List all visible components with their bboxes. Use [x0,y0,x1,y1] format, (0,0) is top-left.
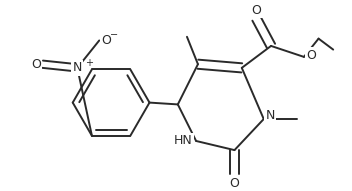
Text: O: O [251,4,261,17]
Text: O: O [230,177,239,190]
Text: O: O [101,34,111,47]
Text: N: N [265,109,275,122]
Text: +: + [84,58,93,68]
Text: −: − [110,30,118,40]
Text: HN: HN [174,134,193,147]
Text: O: O [31,58,41,71]
Text: O: O [306,49,316,62]
Text: N: N [73,61,82,74]
